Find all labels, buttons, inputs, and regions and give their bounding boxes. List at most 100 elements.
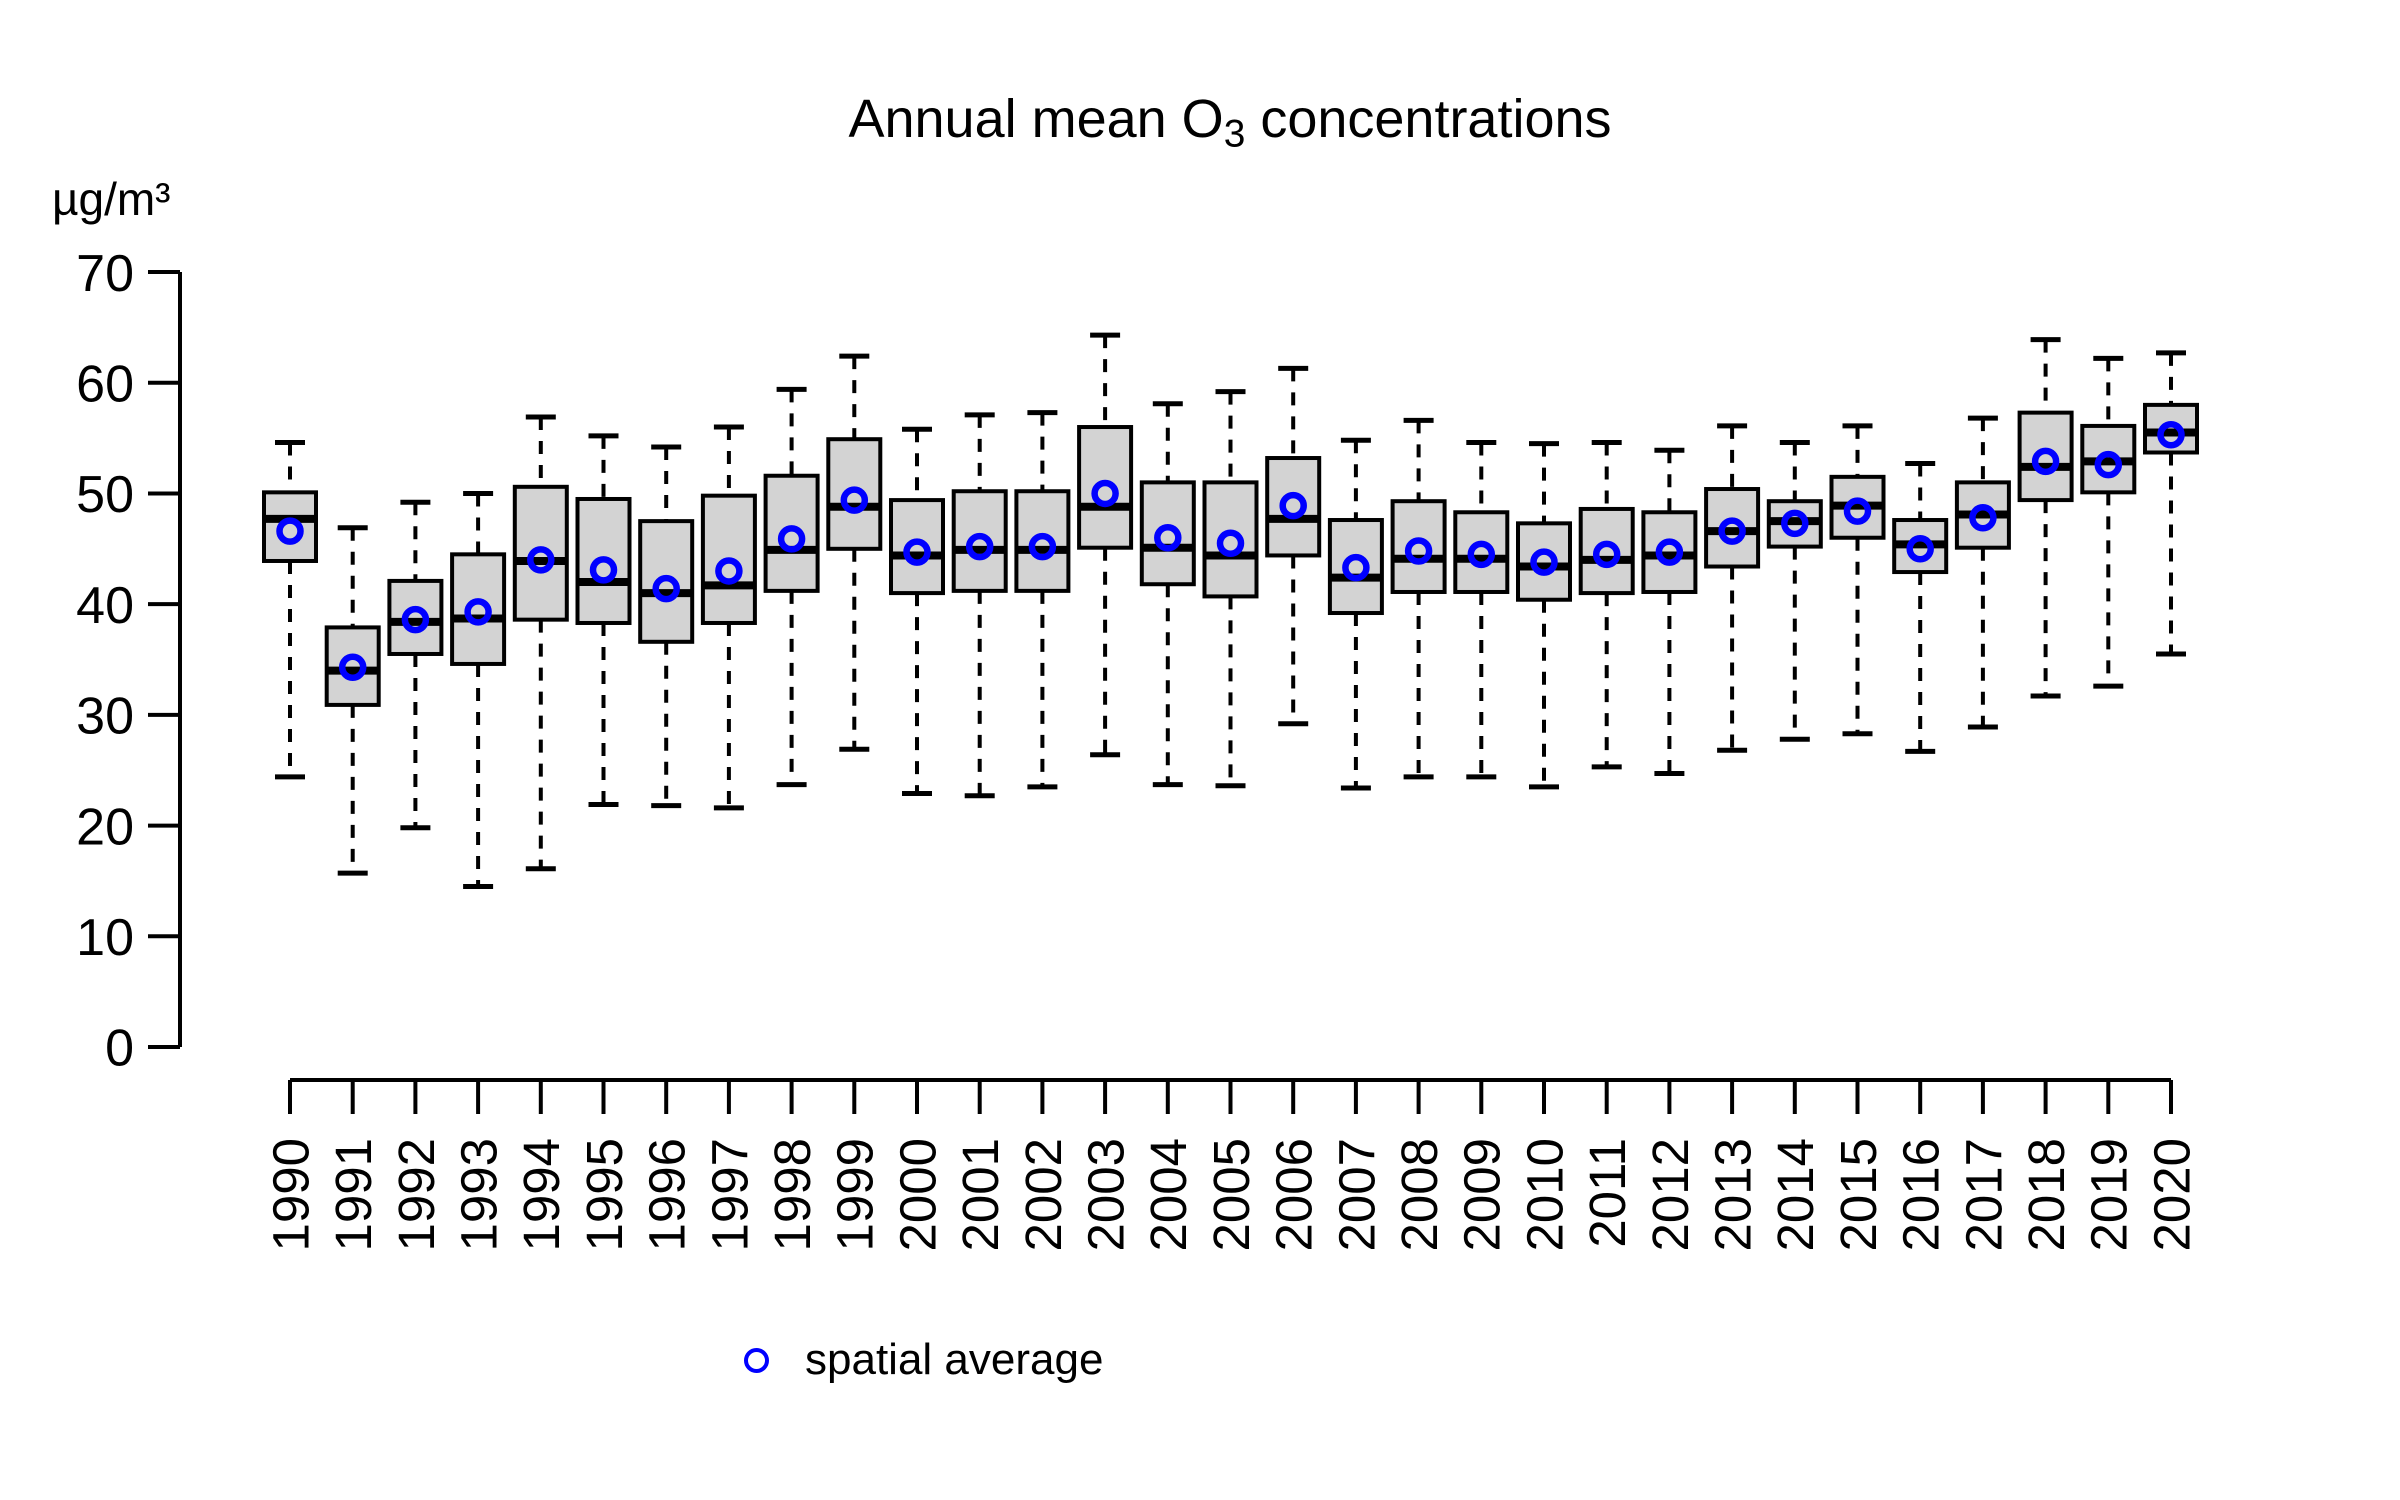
title-suffix: concentrations [1245, 89, 1612, 149]
boxplot-2003 [1077, 332, 1134, 758]
x-tick-label-2004: 2004 [1140, 1138, 1197, 1251]
title-prefix: Annual mean O [848, 89, 1224, 149]
boxplot-2000 [889, 426, 945, 796]
x-tick-label-2000: 2000 [889, 1138, 946, 1251]
x-tick-label-1996: 1996 [639, 1138, 696, 1251]
x-tick-label-1999: 1999 [827, 1138, 884, 1251]
title-subscript: 3 [1223, 112, 1246, 156]
x-tick-label-2018: 2018 [2018, 1138, 2075, 1251]
iqr-box [512, 484, 569, 622]
mean-circle-icon [1530, 548, 1558, 576]
boxplot-2007 [1327, 437, 1384, 791]
mean-circle-icon [1467, 540, 1496, 569]
mean-circle-icon [1781, 509, 1809, 538]
x-tick-label-1994: 1994 [513, 1138, 570, 1251]
mean-circle-icon [1592, 540, 1621, 569]
x-tick-label-2016: 2016 [1893, 1138, 1950, 1251]
iqr-box [1390, 499, 1447, 594]
boxplot-2019 [2080, 355, 2137, 689]
iqr-box [324, 625, 381, 707]
x-tick-label-2010: 2010 [1516, 1138, 1573, 1251]
boxplot-1996 [638, 444, 695, 809]
x-tick-label-2003: 2003 [1077, 1138, 1134, 1251]
mean-circle-icon [965, 532, 994, 561]
x-tick-label-1990: 1990 [262, 1138, 319, 1251]
iqr-box [1327, 518, 1384, 616]
x-tick-label-2020: 2020 [2143, 1138, 2200, 1251]
mean-circle-icon [1154, 523, 1182, 552]
iqr-box [1077, 425, 1134, 550]
iqr-box [763, 473, 820, 593]
boxplot-1993 [450, 490, 507, 889]
mean-circle-icon [2094, 450, 2123, 479]
mean-circle-icon [1404, 537, 1433, 565]
boxplot-1999 [826, 353, 883, 752]
mean-circle-icon [2157, 421, 2185, 449]
boxplot-2020 [2143, 350, 2199, 657]
x-tick-label-2012: 2012 [1642, 1138, 1699, 1251]
x-tick-label-1993: 1993 [450, 1138, 507, 1251]
boxplot-1994 [512, 414, 569, 872]
mean-circle-icon [2031, 447, 2060, 476]
x-tick-label-2005: 2005 [1203, 1138, 1260, 1251]
mean-circle-icon [840, 486, 869, 514]
mean-circle-icon [1342, 553, 1370, 582]
boxplot-2012 [1641, 447, 1698, 777]
boxplot-2002 [1014, 410, 1071, 790]
mean-circle-icon [401, 605, 430, 634]
boxplot-2014 [1766, 440, 1823, 742]
boxplot-2010 [1516, 441, 1572, 790]
legend-label: spatial average [805, 1335, 1104, 1384]
boxplot-1997 [700, 424, 757, 811]
boxplot-1992 [387, 499, 444, 831]
x-tick-label-1998: 1998 [764, 1138, 821, 1251]
mean-circle-icon [276, 517, 304, 545]
boxplot-2009 [1453, 440, 1510, 780]
iqr-box [387, 578, 444, 656]
iqr-box [951, 489, 1008, 593]
boxplot-1995 [575, 433, 632, 808]
y-tick-label-50: 50 [76, 466, 134, 524]
x-tick-label-2019: 2019 [2081, 1138, 2138, 1251]
y-axis-unit-label: µg/m³ [52, 173, 171, 225]
y-tick-label-10: 10 [76, 909, 134, 967]
y-tick-label-30: 30 [76, 688, 134, 746]
spatial-average-circle-icon [744, 1347, 769, 1373]
mean-circle-icon [338, 653, 367, 682]
x-tick-label-2002: 2002 [1015, 1138, 1072, 1251]
x-tick-label-2008: 2008 [1391, 1138, 1448, 1251]
x-tick-label-2013: 2013 [1704, 1138, 1761, 1251]
iqr-box [1516, 521, 1572, 602]
iqr-box [638, 519, 695, 644]
boxplot-2006 [1265, 365, 1322, 727]
x-tick-label-1991: 1991 [325, 1138, 382, 1251]
boxplot-1990 [262, 440, 318, 780]
x-tick-label-2014: 2014 [1767, 1138, 1824, 1251]
iqr-box [1202, 480, 1259, 599]
y-tick-label-60: 60 [76, 355, 134, 413]
x-tick-label-2006: 2006 [1266, 1138, 1323, 1251]
boxplot-2011 [1578, 440, 1635, 770]
boxplot-2017 [1954, 415, 2011, 730]
mean-circle-icon [589, 556, 618, 584]
boxplot-2008 [1390, 417, 1447, 780]
mean-circle-icon [715, 557, 743, 585]
x-tick-label-2017: 2017 [1955, 1138, 2012, 1251]
y-tick-label-40: 40 [76, 577, 134, 635]
page-title: Annual mean O3 concentrations [0, 88, 2400, 156]
x-tick-label-1992: 1992 [388, 1138, 445, 1251]
mean-circle-icon [1279, 491, 1307, 520]
mean-circle-icon [1906, 535, 1934, 563]
iqr-box [1453, 510, 1510, 594]
mean-circle-icon [527, 546, 555, 574]
boxplot-1998 [763, 386, 820, 788]
boxplot-2005 [1202, 389, 1259, 789]
mean-circle-icon [777, 525, 806, 553]
iqr-box [1265, 456, 1322, 558]
y-tick-label-20: 20 [76, 798, 134, 856]
x-tick-label-1995: 1995 [576, 1138, 633, 1251]
legend: spatial average [744, 1330, 1103, 1390]
iqr-box [262, 490, 318, 563]
iqr-box [1578, 506, 1635, 596]
